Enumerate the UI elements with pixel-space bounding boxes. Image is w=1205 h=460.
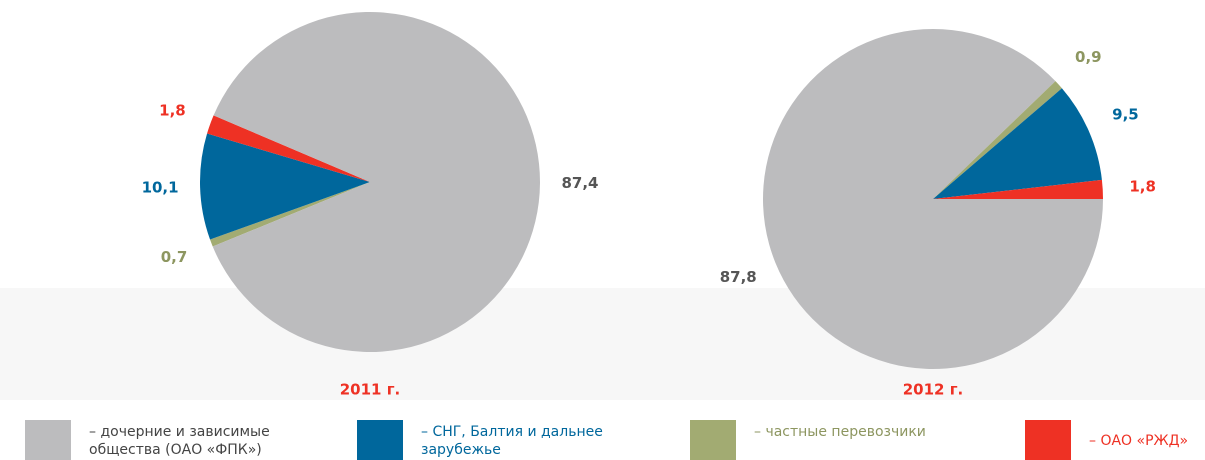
legend-item: – дочерние и зависимые общества (ОАО «ФП… xyxy=(25,420,325,460)
legend-swatch xyxy=(25,420,71,460)
data-label: 1,8 xyxy=(1129,178,1156,196)
data-label: 87,8 xyxy=(720,268,757,286)
pie-slice xyxy=(933,88,1102,199)
legend-label: – дочерние и зависимые общества (ОАО «ФП… xyxy=(89,424,270,458)
pie-slice xyxy=(210,182,370,247)
data-label: 0,7 xyxy=(161,248,188,266)
pie-slice xyxy=(212,12,540,353)
pie-slice xyxy=(763,29,1103,370)
legend-label: – СНГ, Балтия и дальнее зарубежье xyxy=(421,424,603,458)
pie-slice xyxy=(933,179,1103,199)
legend-swatch xyxy=(1025,420,1071,460)
chart-title: 2012 г. xyxy=(903,381,964,399)
data-label: 10,1 xyxy=(142,178,179,196)
pie-slice xyxy=(933,81,1062,199)
legend-swatch xyxy=(690,420,736,460)
data-label: 9,5 xyxy=(1112,105,1139,123)
chart-title: 2011 г. xyxy=(340,381,401,399)
legend-item: – ОАО «РЖД» xyxy=(1025,420,1205,460)
data-label: 87,4 xyxy=(561,174,598,192)
legend-label: – ОАО «РЖД» xyxy=(1089,433,1189,449)
legend-label: – частные перевозчики xyxy=(754,424,926,440)
legend-item: – частные перевозчики xyxy=(690,420,990,460)
data-label: 0,9 xyxy=(1075,48,1102,66)
legend-item: – СНГ, Балтия и дальнее зарубежье xyxy=(357,420,657,460)
data-label: 1,8 xyxy=(159,101,186,119)
pie-slice xyxy=(200,133,370,240)
pie-slice xyxy=(207,115,370,182)
legend-swatch xyxy=(357,420,403,460)
